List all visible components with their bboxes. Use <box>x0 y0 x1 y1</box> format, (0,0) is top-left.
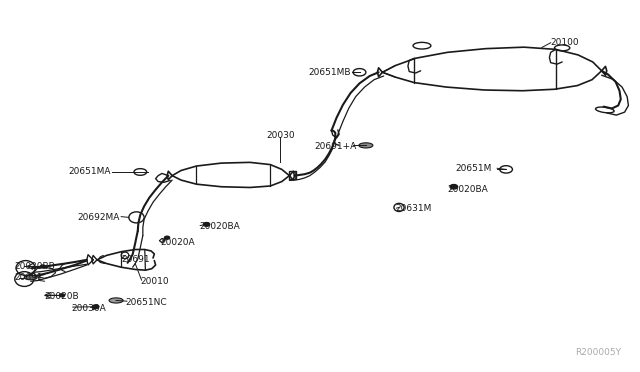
Circle shape <box>164 236 170 239</box>
Text: 20030A: 20030A <box>72 304 106 313</box>
Text: 20691: 20691 <box>121 254 150 264</box>
Text: 20691+A: 20691+A <box>315 142 357 151</box>
Text: 20692MA: 20692MA <box>77 213 119 222</box>
Text: 20020B: 20020B <box>45 292 79 301</box>
Text: 20651NC: 20651NC <box>125 298 167 307</box>
Text: 20020BA: 20020BA <box>447 185 488 194</box>
Text: 20010: 20010 <box>140 277 169 286</box>
Circle shape <box>40 265 45 268</box>
Circle shape <box>93 305 99 309</box>
Circle shape <box>450 185 458 189</box>
Circle shape <box>204 222 210 226</box>
Ellipse shape <box>24 275 37 280</box>
Text: 20020A: 20020A <box>161 238 195 247</box>
Text: R200005Y: R200005Y <box>575 347 621 357</box>
Text: 20651MB: 20651MB <box>308 68 351 77</box>
Text: 20020BB: 20020BB <box>14 262 55 271</box>
Circle shape <box>60 294 65 297</box>
Ellipse shape <box>109 298 123 303</box>
Text: 20691: 20691 <box>14 273 43 282</box>
Ellipse shape <box>359 143 373 148</box>
Text: 20020BA: 20020BA <box>199 222 239 231</box>
Text: 20651M: 20651M <box>456 164 492 173</box>
Text: 20651MA: 20651MA <box>68 167 111 176</box>
Text: 20100: 20100 <box>550 38 579 47</box>
Text: 20631M: 20631M <box>395 204 431 214</box>
Text: 20030: 20030 <box>266 131 295 140</box>
